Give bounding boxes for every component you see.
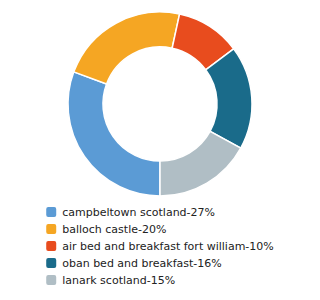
chart: campbeltown scotland-27% balloch castle-2… — [0, 0, 320, 300]
label-swatch — [46, 241, 56, 251]
data-label: balloch castle-20% — [62, 223, 166, 236]
donut — [68, 12, 252, 196]
slice — [74, 12, 180, 84]
label-swatch — [46, 224, 56, 234]
data-label: lanark scotland-15% — [62, 274, 175, 287]
slice — [160, 131, 241, 196]
slice — [68, 72, 160, 196]
label-swatch — [46, 275, 56, 285]
data-label: air bed and breakfast fort william-10% — [62, 240, 274, 253]
data-label: oban bed and breakfast-16% — [62, 257, 222, 270]
data-labels: campbeltown scotland-27% balloch castle-2… — [46, 206, 274, 287]
label-swatch — [46, 258, 56, 268]
data-label: campbeltown scotland-27% — [62, 206, 215, 219]
label-swatch — [46, 207, 56, 217]
